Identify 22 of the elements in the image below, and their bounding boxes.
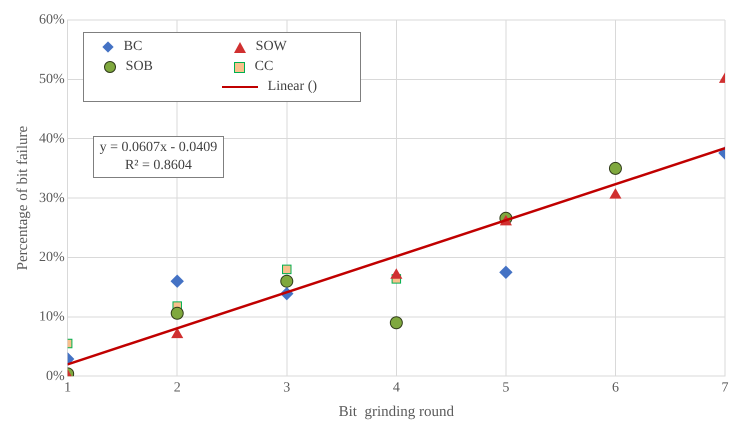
- y-tick-label: 50%: [38, 72, 65, 88]
- x-tick-label: 7: [722, 380, 728, 396]
- y-tick-label: 10%: [38, 310, 65, 325]
- y-tick-label: 20%: [38, 250, 65, 266]
- legend-label: SOB: [126, 59, 153, 75]
- y-axis-title: Percentage of bit failure: [14, 126, 31, 270]
- x-axis-title: Bit grinding round: [338, 404, 455, 420]
- y-tick-label: 40%: [38, 131, 65, 146]
- x-tick-label: 5: [502, 380, 510, 396]
- legend-label: BC: [124, 39, 142, 55]
- y-tick-label: 30%: [38, 190, 65, 206]
- legend-label: CC: [254, 59, 274, 75]
- x-tick-label: 1: [64, 380, 72, 396]
- annotation: y = 0.0607x - 0.0409 R² = 0.8604: [92, 136, 224, 178]
- x-tick-label: 2: [174, 380, 181, 396]
- y-tick-label: 0%: [46, 368, 65, 384]
- legend-label: Linear (): [268, 79, 318, 95]
- legend-label: SOW: [256, 39, 287, 55]
- x-tick-label: 4: [392, 380, 400, 396]
- x-tick-label: 6: [612, 380, 619, 396]
- y-tick-label: 60%: [38, 12, 65, 28]
- x-tick-label: 3: [283, 380, 290, 396]
